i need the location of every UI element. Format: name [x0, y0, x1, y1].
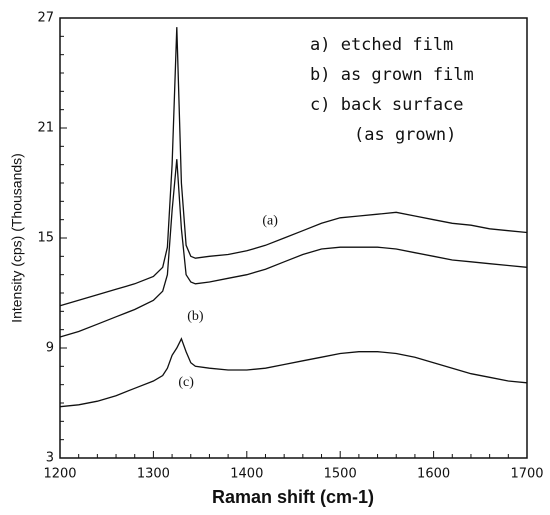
- x-tick-label: 1500: [324, 467, 357, 482]
- legend-entry: b) as grown film: [310, 65, 474, 85]
- x-axis-title: Raman shift (cm-1): [212, 487, 374, 507]
- series-line: [59, 27, 528, 307]
- curve-label: (c): [178, 375, 194, 390]
- y-tick-label: 21: [37, 121, 54, 136]
- legend-entry: a) etched film: [310, 35, 453, 55]
- x-tick-label: 1300: [137, 467, 170, 482]
- x-tick-label: 1600: [417, 467, 450, 482]
- series-line: [59, 159, 528, 338]
- x-tick-label: 1200: [43, 467, 76, 482]
- y-tick-label: 9: [46, 341, 54, 356]
- y-tick-label: 27: [37, 11, 54, 26]
- curve-label: (a): [262, 214, 278, 229]
- y-tick-label: 3: [46, 451, 54, 466]
- series-line: [59, 337, 528, 408]
- y-axis-title: Intensity (cps) (Thousands): [9, 153, 25, 323]
- x-tick-label: 1400: [230, 467, 263, 482]
- legend-entry: c) back surface: [310, 95, 464, 115]
- curve-label: (b): [187, 309, 204, 324]
- y-tick-label: 15: [37, 231, 54, 246]
- annotation: (as grown): [354, 125, 456, 145]
- x-tick-label: 1700: [510, 467, 543, 482]
